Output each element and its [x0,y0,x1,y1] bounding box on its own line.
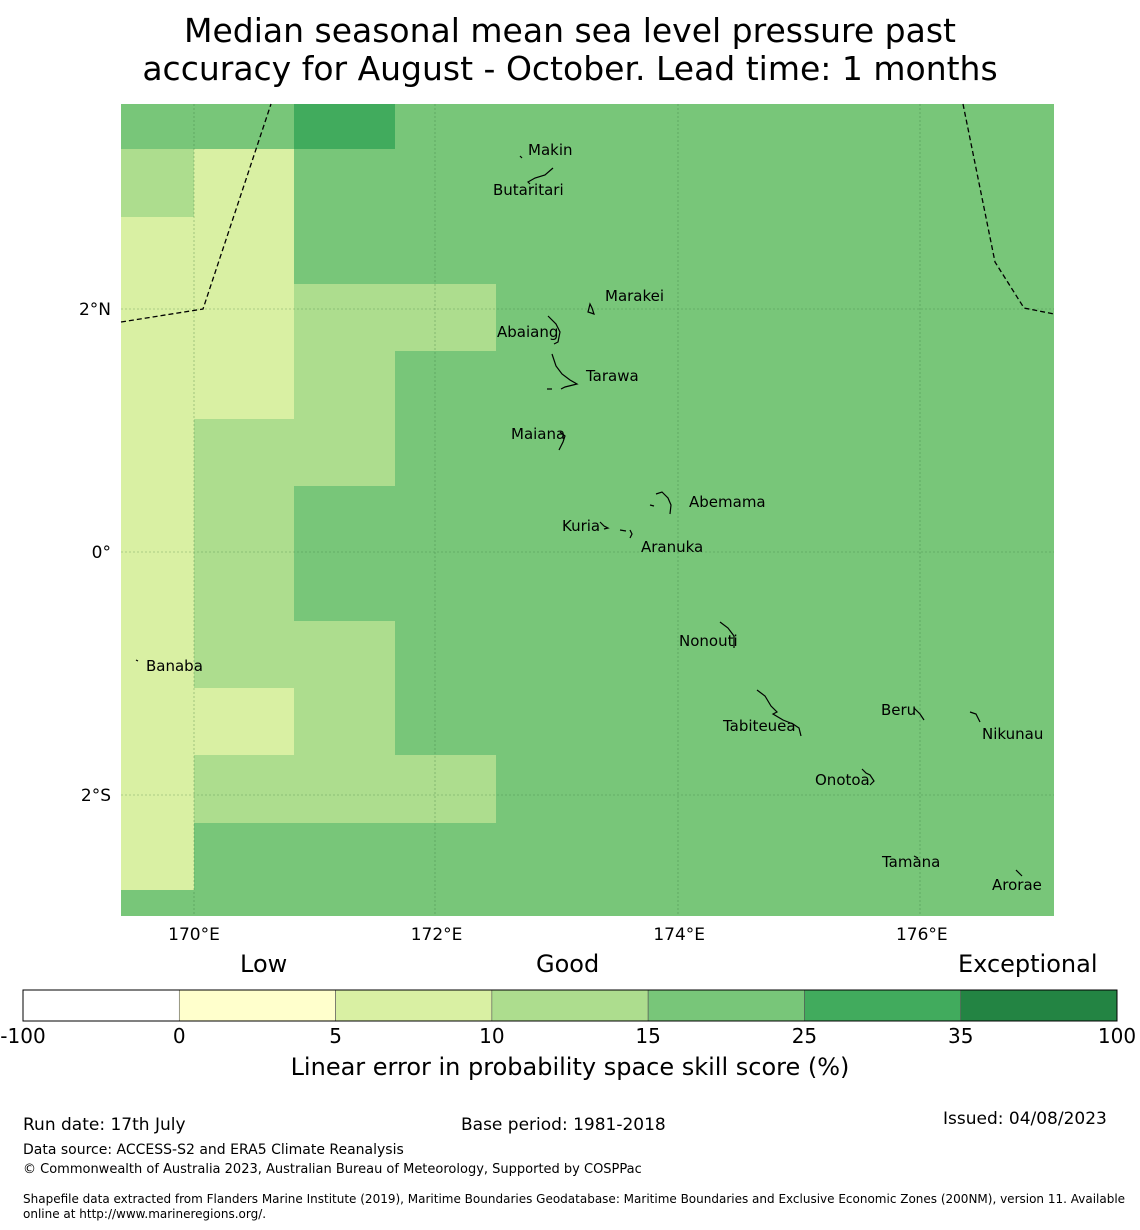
island-label: Kuria [562,517,600,535]
shapefile-credit-line-2: online at http://www.marineregions.org/. [23,1207,267,1221]
island-label: Marakei [605,287,664,305]
colorbar-swatch [22,989,180,1022]
colorbar-title: Linear error in probability space skill … [290,1053,850,1081]
copyright: © Commonwealth of Australia 2023, Austra… [23,1162,642,1177]
colorbar-category-good: Good [536,950,600,978]
skill-cell-10-15 [194,755,294,823]
skill-cell-10-15 [294,284,496,351]
lon-tick-label: 174°E [653,925,705,945]
colorbar-swatch [491,989,649,1022]
island-label: Banaba [146,657,203,675]
colorbar-category-low: Low [240,950,288,978]
issued-date: Issued: 04/08/2023 [943,1109,1107,1129]
island-label: Nikunau [982,725,1043,743]
skill-cell-10-15 [121,149,194,217]
colorbar-tick-label: 100 [1097,1024,1137,1048]
run-date: Run date: 17th July [23,1115,186,1135]
colorbar-swatch [335,989,493,1022]
lat-tick-label: 0° [92,543,111,563]
lon-tick-label: 176°E [896,925,948,945]
lat-tick-label: 2°N [79,300,111,320]
island-coastlines [135,155,1023,877]
island-label: Beru [881,701,916,719]
base-period: Base period: 1981-2018 [461,1115,666,1135]
island-label: Onotoa [815,771,870,789]
shapefile-credit-line-1: Shapefile data extracted from Flanders M… [23,1192,1126,1206]
colorbar-tick-label: 15 [635,1024,661,1048]
colorbar-tick-label: 35 [947,1024,974,1048]
colorbar-swatch [804,989,962,1022]
skill-cell-5-10 [194,688,294,755]
map-title-line-2: accuracy for August - October. Lead time… [142,49,998,88]
colorbar-category-exceptional: Exceptional [958,950,1098,978]
island-label: Maiana [511,425,565,443]
map-figure: Makin Butaritari Marakei Abaiang Tarawa Maian… [79,103,1055,945]
skill-cell-5-10 [194,149,294,419]
island-label: Aranuka [641,538,703,556]
island-label: Nonouti [679,632,738,650]
map-title-line-1: Median seasonal mean sea level pressure … [184,11,956,50]
island-label: Arorae [992,876,1042,894]
skill-cell-5-10 [121,217,194,890]
data-source: Data source: ACCESS-S2 and ERA5 Climate … [23,1142,404,1158]
colorbar-tick-label: 5 [329,1024,342,1048]
colorbar-tick-label: -100 [0,1024,46,1048]
eez-boundary-lines [120,103,1055,323]
colorbar [22,989,1118,1022]
skill-cell-10-15 [294,755,496,823]
island-label: Abaiang [497,323,558,341]
colorbar-tick-label: 10 [479,1024,505,1048]
island-label: Tamana [881,853,940,871]
skill-cell-10-15 [294,351,395,486]
lon-tick-label: 172°E [411,925,463,945]
skill-cell-10-15 [194,419,294,688]
skill-grid [121,104,1054,916]
skill-cell-10-15 [294,621,395,755]
island-label: Makin [528,141,573,159]
island-label: Tarawa [585,367,639,385]
island-labels: Makin Butaritari Marakei Abaiang Tarawa Maian… [146,141,1043,894]
island-label: Butaritari [493,181,564,199]
axis-tick-labels: 170°E 172°E 174°E 176°E 2°N 0° 2°S [79,300,948,945]
lon-tick-label: 170°E [168,925,220,945]
skill-cell-25-35 [294,104,395,149]
lat-tick-label: 2°S [81,786,111,806]
colorbar-swatch [960,989,1118,1022]
colorbar-swatch [647,989,805,1022]
island-label: Tabiteuea [722,717,796,735]
colorbar-tick-label: 0 [172,1024,186,1048]
island-label: Abemama [689,493,766,511]
colorbar-swatch [178,989,336,1022]
colorbar-tick-label: 25 [791,1024,818,1048]
map-gridlines [121,104,1054,916]
